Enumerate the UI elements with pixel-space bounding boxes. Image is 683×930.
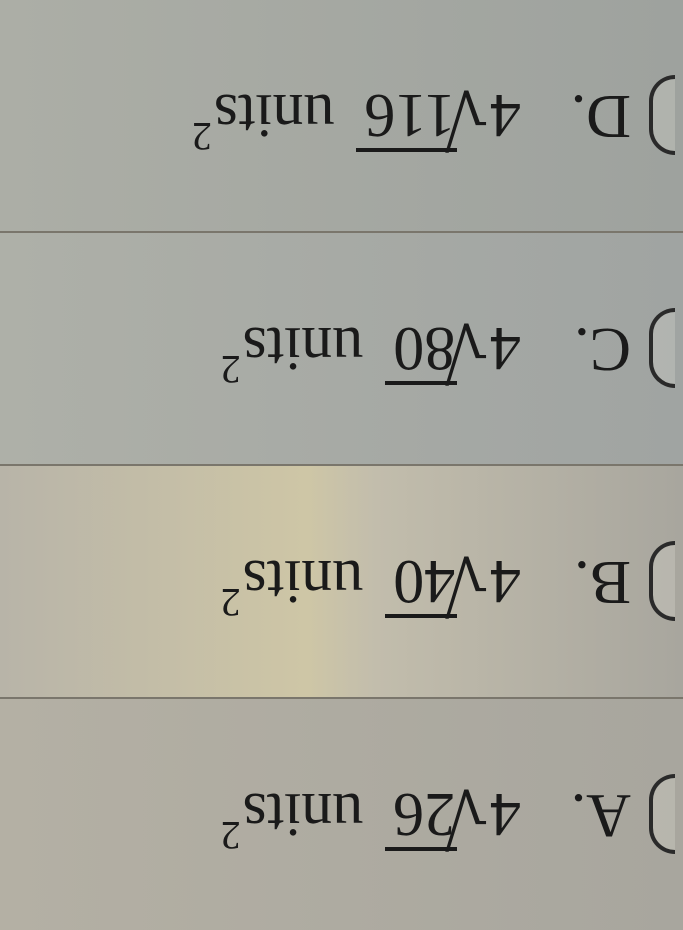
exponent: 2 [221,812,241,859]
radical: √ 116 [356,84,488,152]
radio-icon[interactable] [649,775,675,855]
radical: √ 80 [385,317,488,385]
radical: √ 26 [385,783,488,851]
option-expression: 4 √ 80 units 2 [221,312,521,385]
option-expression: 4 √ 26 units 2 [221,778,521,851]
exponent: 2 [192,113,212,160]
sqrt-icon: √ [445,86,488,148]
option-row-d[interactable]: D. 4 √ 116 units 2 [0,0,683,231]
radical: √ 40 [385,550,488,618]
units-label: units [243,545,364,616]
option-row-b[interactable]: B. 4 √ 40 units 2 [0,464,683,697]
coefficient: 4 [490,778,521,849]
coefficient: 4 [490,312,521,383]
coefficient: 4 [490,79,521,150]
sqrt-icon: √ [445,319,488,381]
units-label: units [243,778,364,849]
option-letter: A. [561,779,631,850]
option-letter: D. [561,80,631,151]
exponent: 2 [221,579,241,626]
sqrt-icon: √ [445,785,488,847]
option-row-c[interactable]: C. 4 √ 80 units 2 [0,231,683,464]
option-row-a[interactable]: A. 4 √ 26 units 2 [0,697,683,930]
radio-icon[interactable] [649,76,675,156]
option-letter: C. [561,313,631,384]
option-expression: 4 √ 116 units 2 [192,79,521,152]
options-container: A. 4 √ 26 units 2 B. 4 √ 40 units 2 C. 4 [0,0,683,930]
option-expression: 4 √ 40 units 2 [221,545,521,618]
radicand: 116 [356,84,457,152]
sqrt-icon: √ [445,552,488,614]
radio-icon[interactable] [649,309,675,389]
units-label: units [243,312,364,383]
option-letter: B. [561,546,631,617]
exponent: 2 [221,346,241,393]
coefficient: 4 [490,545,521,616]
units-label: units [214,79,335,150]
radio-icon[interactable] [649,542,675,622]
